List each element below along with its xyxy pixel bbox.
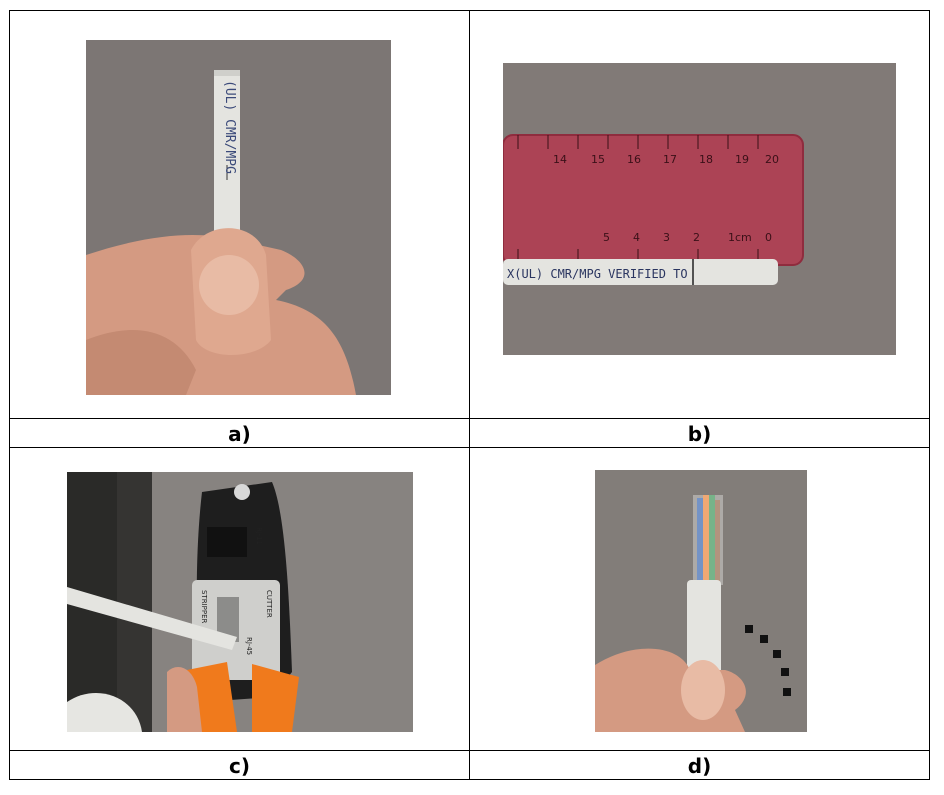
tool-label: STRIPPER [200,590,208,624]
row-divider [9,447,930,448]
ruler-mark: 1cm [728,231,752,244]
row-divider [9,418,930,419]
cable-in-crimping-tool-photo: STRIPPER CUTTER RJ-45 RJ-11 [67,472,413,732]
ruler-mark: 14 [553,153,567,166]
caption-d: d) [687,754,712,778]
cable-measured-with-ruler-photo: 14 15 16 17 18 19 20 5 4 3 2 1cm 0 X(UL)… [503,63,896,355]
ruler-mark: 19 [735,153,749,166]
ruler-mark: 20 [765,153,779,166]
column-divider [469,10,470,780]
tool-label: CUTTER [265,590,273,618]
ruler-mark: 0 [765,231,772,244]
tool-label: RJ-11 [255,527,263,545]
caption-b: b) [687,422,712,446]
row-divider [9,750,930,751]
ruler-mark: 4 [633,231,640,244]
ruler-mark: 5 [603,231,610,244]
ruler-mark: 18 [699,153,713,166]
caption-a: a) [228,422,251,446]
caption-c: c) [229,754,250,778]
cable-print-text: X(UL) CMR/MPG VERIFIED TO [507,267,688,281]
cable-print-text: (UL) CMR/MPG [222,80,237,174]
ruler-mark: 17 [663,153,677,166]
ruler-mark: 2 [693,231,700,244]
ruler-mark: 16 [627,153,641,166]
ruler-mark: 15 [591,153,605,166]
ruler-mark: 3 [663,231,670,244]
tool-label: RJ-45 [245,637,253,655]
stripped-cable-twisted-pairs-photo [595,470,807,732]
cable-end-held-in-fingers-photo: (UL) CMR/MPG [86,40,391,395]
